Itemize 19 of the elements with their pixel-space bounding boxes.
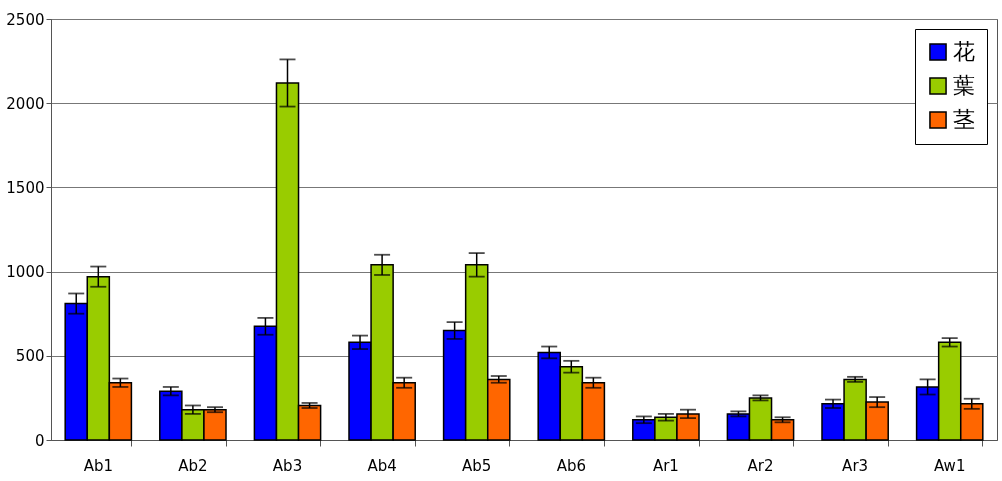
x-tick-label: Ar2 [747, 456, 774, 475]
y-tick-label: 0 [34, 431, 45, 450]
legend-label: 茎 [953, 107, 975, 132]
x-tick-label: Ab2 [178, 456, 208, 475]
legend-label: 花 [953, 39, 975, 64]
legend-label: 葉 [953, 73, 975, 98]
y-tick-label: 1500 [6, 178, 45, 197]
x-tick-label: Ar3 [842, 456, 869, 475]
y-tick-label: 1000 [6, 263, 45, 282]
x-tick-label: Ar1 [652, 456, 679, 475]
x-tick-label: Ab3 [272, 456, 303, 475]
y-tick-label: 500 [15, 347, 45, 366]
x-tick-label: Ab5 [462, 456, 492, 475]
y-tick-label: 2500 [6, 10, 45, 29]
y-tick-label: 2000 [6, 94, 45, 113]
x-tick-label: Ab6 [556, 456, 586, 475]
x-tick-label: Aw1 [933, 456, 966, 475]
x-tick-label: Ab1 [83, 456, 113, 475]
x-tick-label: Ab4 [367, 456, 397, 475]
